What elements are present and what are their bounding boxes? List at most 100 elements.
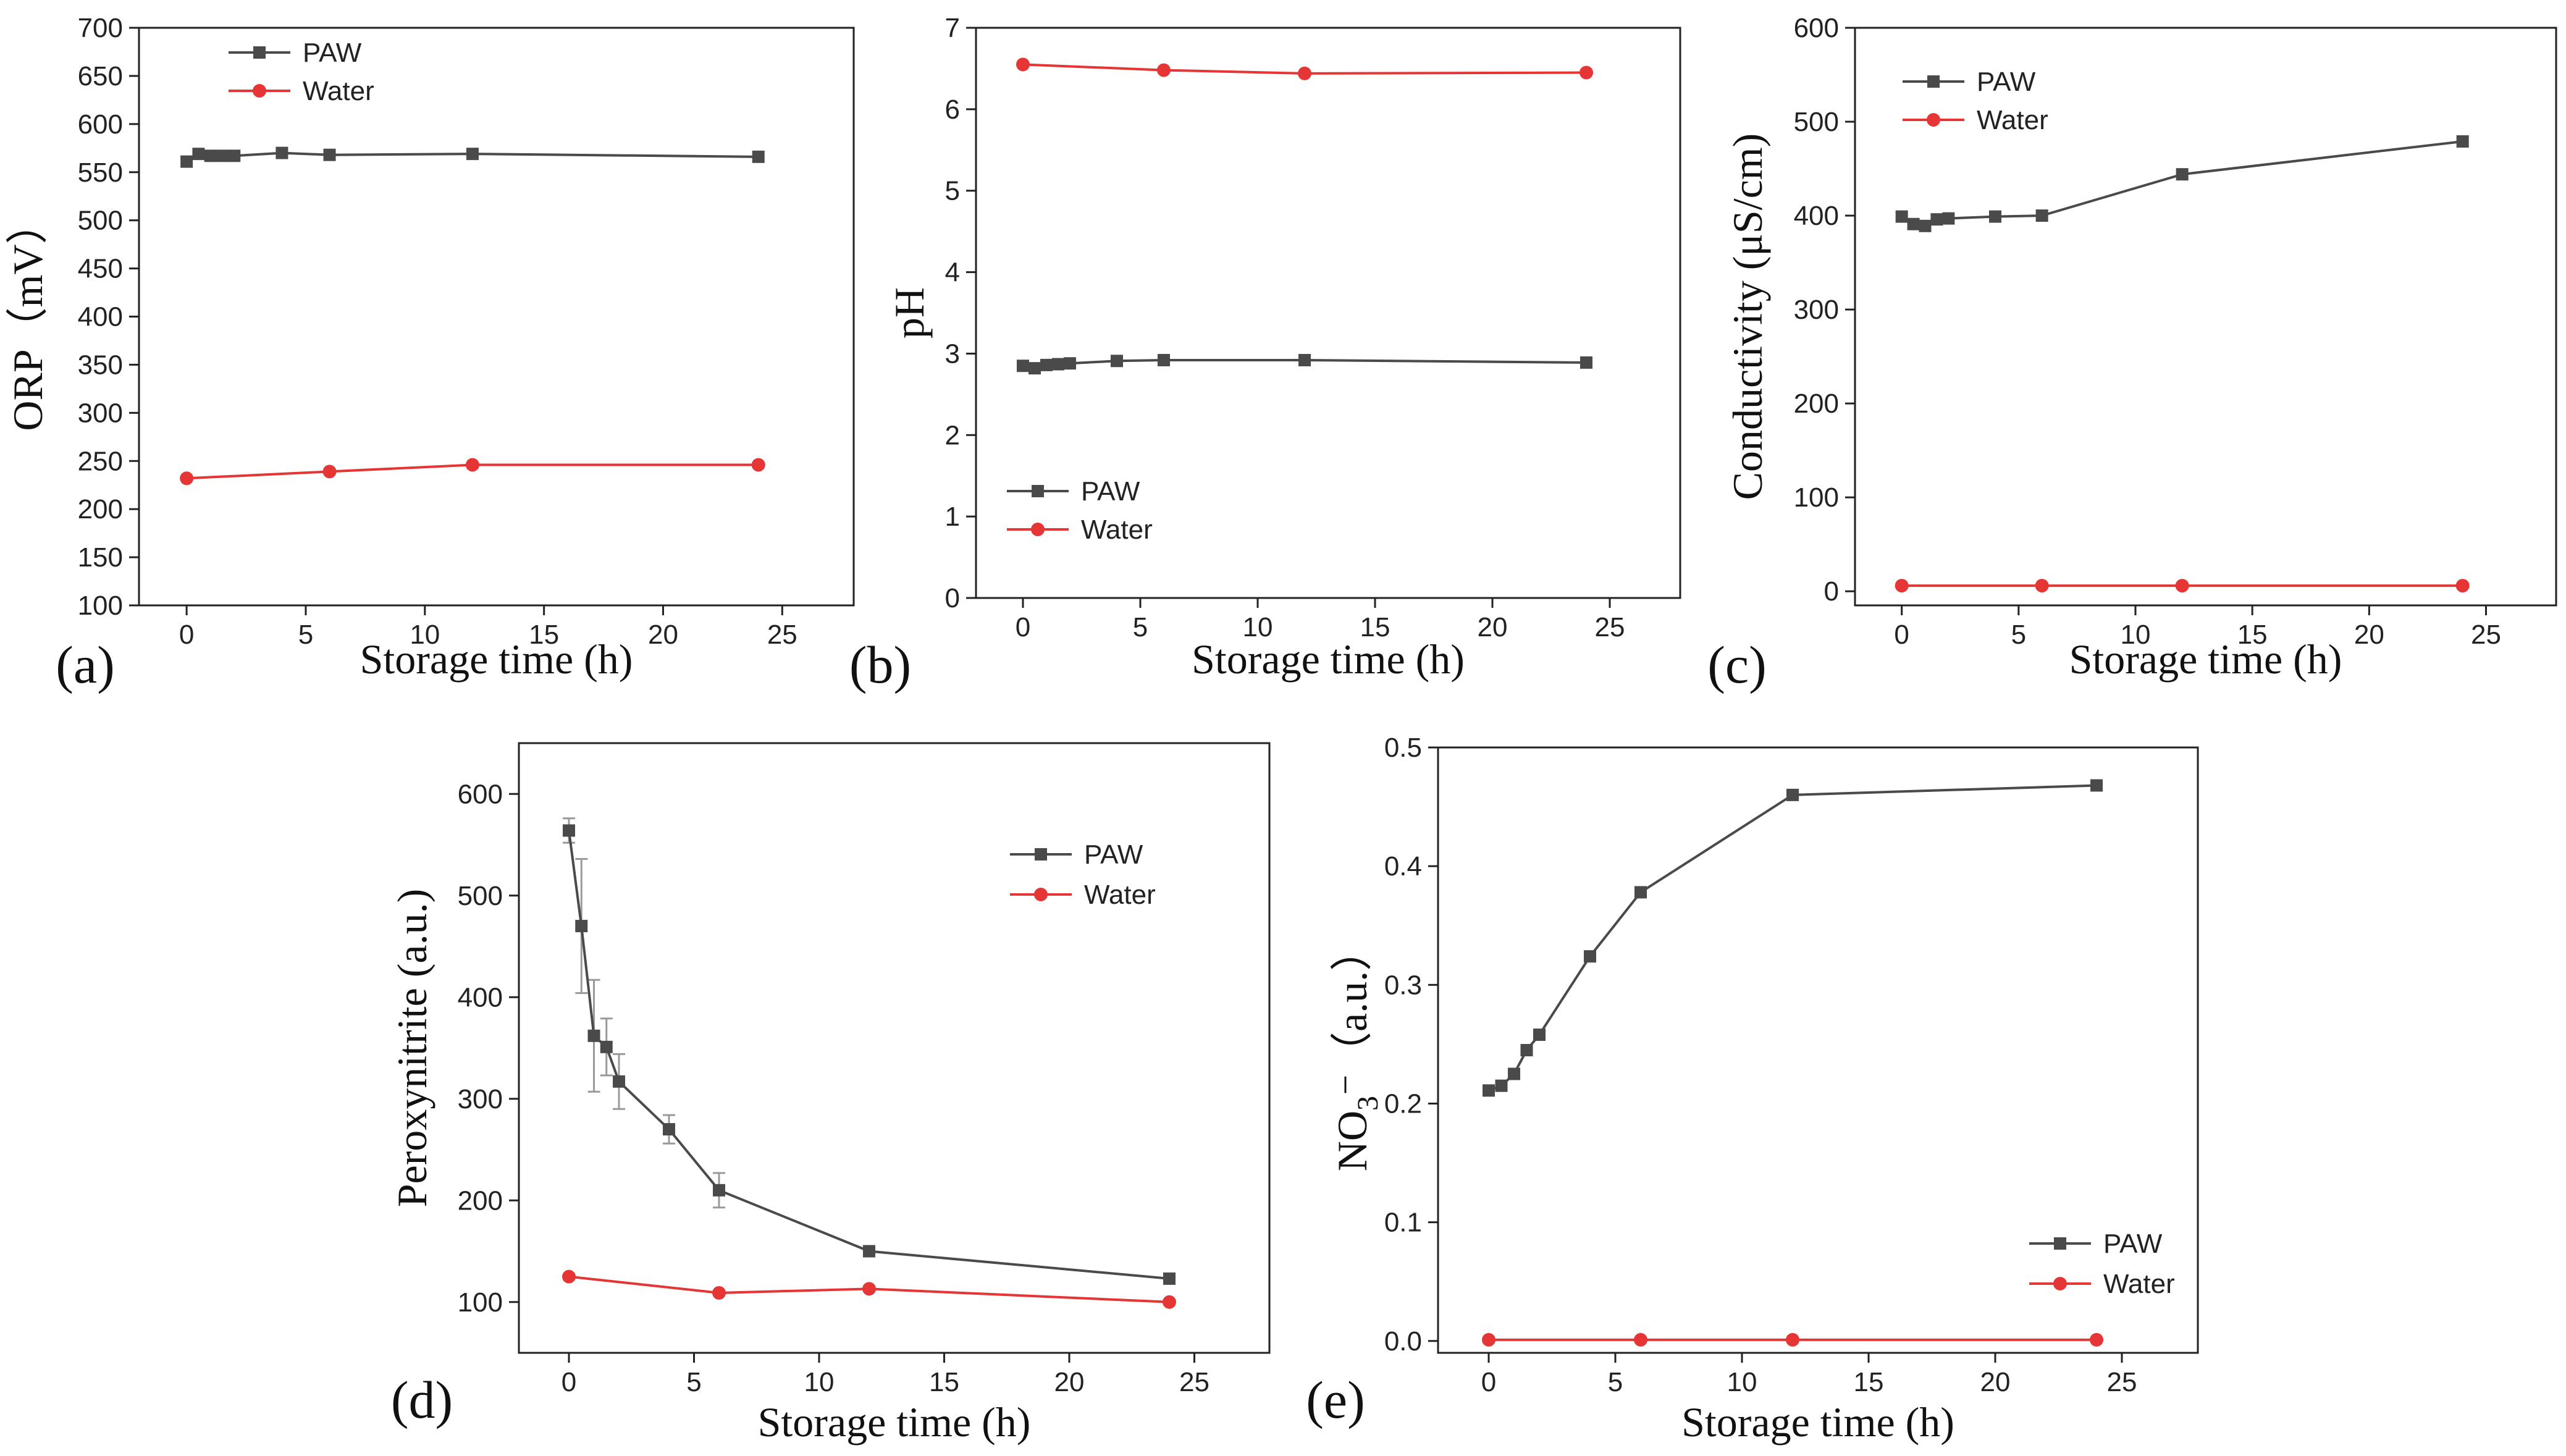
x-tick-label: 0 [1016, 612, 1030, 642]
x-tick-label: 5 [2011, 620, 2026, 650]
x-tick-label: 15 [1360, 612, 1390, 642]
y-tick-label: 0.0 [1384, 1326, 1422, 1357]
y-tick-label: 0 [1824, 576, 1839, 607]
data-point-water [180, 471, 194, 486]
panel-a: 0 5 10 15 20 25 100 150 200 250 300 350 400 450 500 550… [4, 13, 855, 694]
data-point-paw [1064, 357, 1076, 370]
y-tick-label: 400 [1794, 201, 1839, 231]
y-tick-label: 600 [1794, 13, 1839, 43]
y-tick-label: 500 [78, 206, 123, 236]
y-tick-label: 600 [458, 779, 503, 809]
y-tick-label: 650 [78, 61, 123, 91]
data-point-paw [1907, 217, 1920, 230]
x-tick-label: 10 [1727, 1367, 1757, 1397]
legend-label: Water [1081, 515, 1153, 545]
x-tick-label: 15 [2237, 620, 2268, 650]
data-point-water [2090, 1332, 2103, 1347]
data-point-water [1580, 65, 1593, 80]
y-tick-label: 200 [1794, 389, 1839, 419]
plot-frame [1854, 27, 2557, 607]
data-point-paw [1520, 1044, 1533, 1056]
y-tick-label: 0 [945, 583, 960, 613]
series-paw [1483, 779, 2103, 1097]
data-point-paw [1495, 1079, 1508, 1092]
series-paw [563, 817, 1176, 1285]
legend: PAW Water [1010, 840, 1156, 910]
legend: PAW Water [1007, 476, 1153, 545]
data-point-paw [713, 1184, 725, 1197]
y-tick-label: 250 [78, 446, 123, 476]
y-tick-label: 1 [945, 502, 960, 532]
y-tick-label: 150 [78, 542, 123, 573]
y-tick-label: 500 [458, 881, 503, 911]
data-point-water [1016, 57, 1030, 72]
data-point-paw [863, 1245, 875, 1258]
x-axis-title: Storage time (h) [1192, 636, 1465, 683]
y-tick-label: 300 [458, 1084, 503, 1114]
legend-label: PAW [303, 38, 362, 68]
legend-label: PAW [1977, 67, 2036, 97]
legend-label: PAW [1084, 840, 1143, 870]
x-axis-title: Storage time (h) [360, 636, 633, 683]
x-tick-label: 20 [648, 620, 678, 650]
y-tick-label: 0.2 [1384, 1088, 1422, 1119]
y-tick-label: 200 [78, 494, 123, 524]
legend-label: Water [1084, 880, 1156, 910]
data-point-paw [663, 1123, 675, 1136]
y-tick-label: 400 [78, 302, 123, 332]
legend-marker [1034, 888, 1048, 901]
x-tick-label: 20 [1054, 1367, 1085, 1397]
y-tick-label: 450 [78, 254, 123, 284]
legend-label: Water [1977, 105, 2048, 135]
data-point-paw [192, 148, 205, 161]
x-tick-label: 15 [1854, 1367, 1884, 1397]
y-tick-label: 100 [1794, 482, 1839, 513]
y-axis-title: pH [886, 287, 933, 339]
y-tick-label: 200 [458, 1185, 503, 1216]
series-line-paw [1901, 140, 2463, 227]
series-paw [1895, 135, 2469, 232]
panel-b: 0 5 10 15 20 25 0 1 2 3 4 5 6 7 Storage time (h) pH (b) P… [849, 13, 1681, 694]
data-point-paw [1158, 353, 1170, 366]
data-point-water [2175, 579, 2189, 593]
x-tick-label: 5 [1133, 612, 1148, 642]
series-paw [1017, 353, 1592, 375]
data-point-water [2455, 579, 2470, 593]
series-line-water [187, 463, 759, 480]
legend-label: Water [2103, 1269, 2175, 1299]
x-tick-label: 25 [1595, 612, 1625, 642]
y-tick-label: 500 [1794, 107, 1839, 137]
data-point-paw [1298, 353, 1311, 366]
y-tick-label: 300 [78, 398, 123, 428]
data-point-water [751, 458, 765, 472]
legend-marker [1035, 848, 1047, 861]
x-tick-label: 10 [804, 1367, 835, 1397]
data-point-water [1786, 1332, 1799, 1347]
panel-label: (b) [849, 635, 911, 694]
y-tick-label: 5 [945, 176, 960, 206]
x-tick-label: 10 [1243, 612, 1273, 642]
x-tick-label: 5 [298, 620, 313, 650]
series-line-paw [568, 830, 1170, 1280]
y-tick-label: 0.1 [1384, 1208, 1422, 1238]
plot-frame [1437, 746, 2199, 1354]
y-tick-label: 6 [945, 95, 960, 125]
data-point-water [862, 1282, 876, 1296]
x-tick-label: 5 [686, 1367, 701, 1397]
x-tick-label: 5 [1608, 1367, 1623, 1397]
x-tick-label: 25 [2107, 1367, 2137, 1397]
data-point-water [1482, 1332, 1495, 1347]
x-tick-label: 0 [179, 620, 194, 650]
legend-label: Water [303, 76, 374, 106]
data-point-paw [1029, 362, 1041, 375]
x-tick-label: 25 [1179, 1367, 1209, 1397]
data-point-paw [1111, 355, 1123, 368]
y-tick-label: 700 [78, 13, 123, 43]
panel-label: (d) [391, 1370, 453, 1429]
data-point-paw [1919, 219, 1932, 232]
legend-marker [253, 46, 266, 59]
panel-c: 0 5 10 15 20 25 0 100 200 300 400 500 600 Storage tim… [1707, 13, 2557, 694]
data-point-paw [216, 149, 229, 162]
data-point-paw [466, 148, 479, 161]
x-tick-label: 15 [529, 620, 559, 650]
